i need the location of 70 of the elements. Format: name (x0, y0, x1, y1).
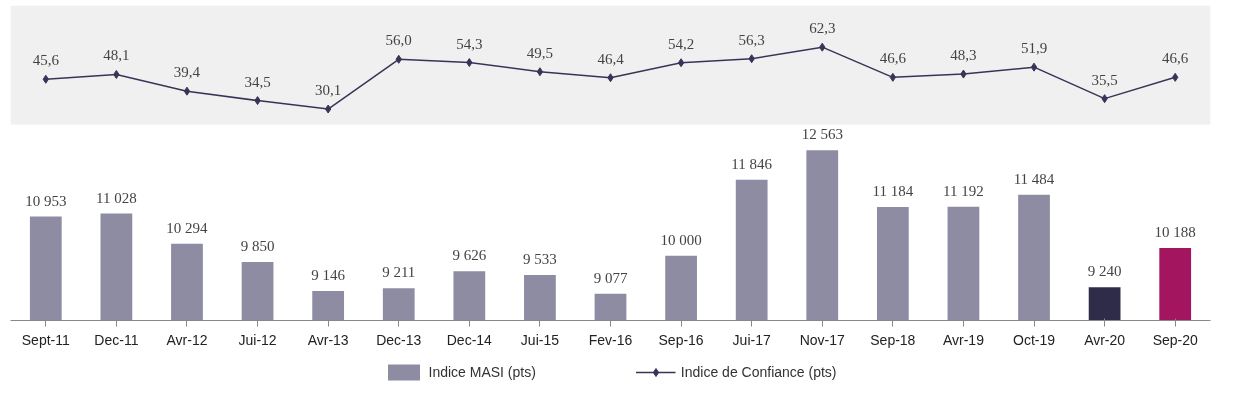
data-label: 62,3 (809, 20, 836, 37)
data-label: 9 077 (593, 269, 628, 286)
data-label: 10 294 (166, 219, 209, 236)
data-label: 56,0 (385, 32, 412, 49)
point (466, 58, 473, 68)
data-label: 9 240 (1087, 263, 1122, 280)
legend-label: Indice MASI (pts) (428, 364, 536, 380)
point (1172, 72, 1179, 82)
point (254, 96, 261, 106)
data-label: 39,4 (173, 64, 201, 81)
x-tick-label: Dec-14 (446, 331, 493, 348)
data-label: 54,2 (667, 35, 695, 52)
data-label: 9 211 (382, 264, 416, 281)
point (324, 104, 332, 114)
data-label: 35,5 (1091, 71, 1118, 88)
x-tick-label: Sep-20 (1152, 331, 1198, 348)
point (183, 86, 191, 96)
data-label: 54,3 (456, 35, 483, 52)
point (819, 42, 826, 52)
data-label: 12 563 (801, 126, 843, 143)
data-label: 10 000 (660, 231, 702, 248)
x-tick-label: Jui-12 (238, 331, 277, 348)
point (1030, 62, 1038, 72)
legend-label: Indice de Confiance (pts) (680, 364, 837, 380)
point (42, 74, 49, 84)
data-label: 49,5 (526, 44, 554, 61)
x-tick-label: Avr-12 (166, 331, 208, 348)
x-tick-label: Nov-17 (799, 331, 846, 348)
data-label: 9 850 (240, 238, 275, 255)
data-label: 9 146 (311, 267, 346, 284)
data-label: 56,3 (738, 31, 765, 48)
data-label: 10 188 (1154, 224, 1196, 241)
x-tick-label: Avr-13 (307, 331, 349, 348)
x-tick-label: Avr-19 (942, 331, 985, 348)
point (113, 69, 120, 79)
x-tick-label: Jui-15 (520, 331, 560, 348)
data-label: 46,4 (597, 50, 625, 67)
point (536, 67, 544, 77)
data-label: 46,6 (879, 50, 907, 67)
x-tick-label: Sept-11 (21, 331, 71, 348)
point (395, 54, 402, 64)
point (607, 73, 614, 83)
x-tick-label: Jui-17 (732, 331, 771, 348)
data-label: 34,5 (244, 73, 271, 90)
x-tick-label: Dec-11 (94, 331, 139, 348)
data-label: 11 484 (1013, 170, 1055, 187)
point (889, 72, 897, 82)
data-label: 11 184 (872, 183, 914, 200)
data-label: 30,1 (315, 82, 342, 99)
data-label: 11 192 (943, 182, 984, 199)
data-label: 11 846 (731, 155, 773, 172)
data-label: 48,3 (950, 47, 977, 64)
data-label: 10 953 (25, 192, 67, 209)
point (748, 54, 755, 64)
data-label: 48,1 (103, 47, 130, 64)
x-tick-label: Sep-16 (658, 331, 704, 348)
x-tick-label: Avr-20 (1084, 331, 1126, 348)
x-tick-label: Fev-16 (588, 331, 633, 348)
point (1101, 94, 1108, 104)
data-label: 46,6 (1162, 50, 1189, 67)
x-tick-label: Oct-19 (1013, 331, 1056, 348)
data-label: 11 028 (96, 189, 137, 206)
data-label: 45,6 (32, 52, 60, 69)
x-tick-label: Sep-18 (870, 331, 916, 348)
data-label: 51,9 (1020, 40, 1048, 57)
x-tick-label: Dec-13 (376, 331, 422, 348)
data-label: 9 626 (452, 247, 487, 264)
data-label: 9 533 (523, 251, 557, 268)
point (960, 69, 967, 79)
point (677, 58, 685, 68)
